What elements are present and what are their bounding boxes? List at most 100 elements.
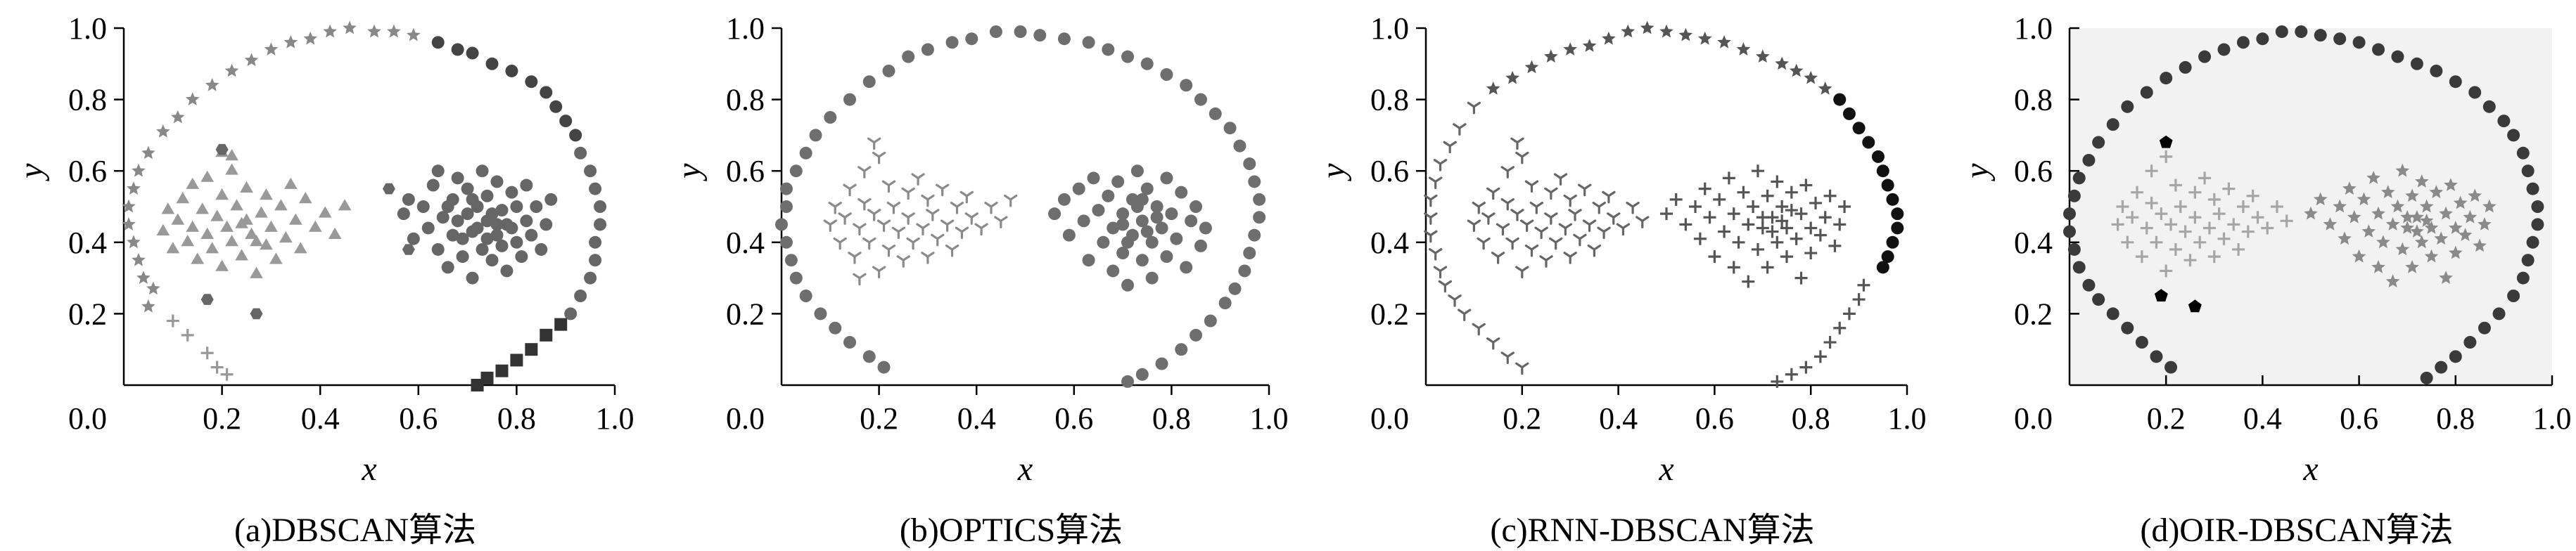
data-point bbox=[2207, 193, 2221, 206]
data-point bbox=[779, 200, 793, 213]
data-point bbox=[1703, 211, 1716, 224]
data-point bbox=[2155, 207, 2168, 221]
data-point bbox=[1160, 68, 1173, 82]
data-point bbox=[1771, 235, 1784, 249]
data-point bbox=[1140, 225, 1154, 238]
data-point bbox=[950, 202, 964, 214]
origin-tick-label: 0.0 bbox=[726, 401, 765, 436]
data-point bbox=[431, 242, 445, 256]
data-point bbox=[200, 227, 214, 239]
data-point bbox=[1102, 43, 1115, 56]
scatter-series bbox=[156, 145, 352, 278]
data-point bbox=[2131, 186, 2144, 199]
y-tick-label: 0.8 bbox=[1370, 83, 1409, 117]
data-point bbox=[2385, 274, 2400, 288]
data-point bbox=[476, 242, 489, 256]
data-point bbox=[1228, 282, 1242, 295]
data-point bbox=[446, 228, 459, 242]
data-point bbox=[476, 164, 489, 178]
data-point bbox=[2482, 199, 2497, 213]
data-point bbox=[1640, 20, 1654, 34]
data-point bbox=[945, 36, 959, 49]
data-point bbox=[1742, 275, 1755, 288]
data-point bbox=[921, 194, 935, 207]
data-point bbox=[505, 186, 518, 199]
data-point bbox=[1140, 182, 1154, 195]
data-point bbox=[2092, 136, 2105, 149]
scatter-series bbox=[200, 143, 415, 320]
y-tick-label: 1.0 bbox=[68, 11, 107, 46]
data-point bbox=[505, 221, 518, 235]
data-point bbox=[1771, 375, 1784, 388]
data-point bbox=[2516, 146, 2530, 160]
plot-background bbox=[1426, 28, 1907, 385]
chart-panel: 0.2 0.4 0.6 0.8 1.0 0.2 0.4 0.6 0.8 1.0 0.0 x y (a)DB… bbox=[13, 11, 634, 549]
data-point bbox=[397, 207, 410, 221]
data-point bbox=[843, 336, 857, 349]
data-point bbox=[2347, 209, 2361, 223]
data-point bbox=[921, 252, 935, 264]
data-point bbox=[974, 223, 988, 236]
data-point bbox=[205, 242, 219, 254]
data-point bbox=[2449, 350, 2462, 363]
data-point bbox=[1121, 278, 1135, 292]
data-point bbox=[1809, 196, 1823, 209]
data-point bbox=[2164, 218, 2178, 231]
data-point bbox=[2202, 221, 2216, 235]
data-point bbox=[191, 252, 205, 264]
data-point bbox=[2150, 350, 2163, 363]
data-point bbox=[2516, 271, 2530, 285]
data-point bbox=[1199, 221, 1212, 235]
data-point bbox=[955, 226, 969, 240]
data-point bbox=[181, 235, 195, 247]
x-tick-label: 0.2 bbox=[2147, 401, 2186, 436]
data-point bbox=[799, 146, 812, 160]
data-point bbox=[775, 218, 788, 231]
panel-caption: (a)DBSCAN算法 bbox=[234, 512, 476, 549]
data-point bbox=[1500, 351, 1515, 364]
y-axis-label: y bbox=[670, 163, 708, 182]
data-point bbox=[1524, 244, 1539, 257]
data-point bbox=[2429, 185, 2444, 199]
data-point bbox=[833, 237, 847, 250]
data-point bbox=[824, 111, 837, 124]
data-point bbox=[862, 75, 876, 89]
data-point bbox=[2082, 278, 2096, 292]
data-point bbox=[510, 235, 523, 249]
data-point bbox=[2121, 235, 2134, 249]
data-point bbox=[490, 175, 504, 188]
data-point bbox=[1092, 204, 1105, 217]
data-point bbox=[1568, 209, 1582, 221]
data-point bbox=[2395, 242, 2410, 256]
chart-panel: 0.2 0.4 0.6 0.8 1.0 0.2 0.4 0.6 0.8 1.0 0.0 x y (b)OP… bbox=[670, 11, 1289, 549]
data-point bbox=[1780, 221, 1793, 235]
data-point bbox=[205, 77, 219, 91]
y-tick-label: 0.4 bbox=[2014, 226, 2053, 260]
data-point bbox=[843, 183, 857, 197]
data-point bbox=[2458, 228, 2473, 241]
data-point bbox=[141, 145, 155, 160]
data-point bbox=[862, 237, 876, 250]
data-point bbox=[2232, 242, 2245, 256]
data-point bbox=[230, 199, 243, 211]
data-point bbox=[461, 207, 474, 221]
data-point bbox=[1747, 200, 1760, 213]
data-point bbox=[2414, 235, 2429, 249]
data-point bbox=[1548, 237, 1563, 250]
data-point bbox=[1185, 214, 1198, 228]
data-point bbox=[495, 204, 509, 217]
data-point bbox=[2111, 218, 2124, 231]
data-point bbox=[1660, 207, 1673, 221]
data-point bbox=[525, 228, 538, 242]
data-point bbox=[1165, 207, 1178, 221]
data-point bbox=[1756, 49, 1770, 63]
data-point bbox=[2261, 221, 2274, 235]
data-point bbox=[945, 244, 959, 257]
data-point bbox=[1804, 247, 1818, 260]
data-point bbox=[1135, 368, 1149, 381]
data-point bbox=[1135, 193, 1149, 206]
data-point bbox=[589, 235, 602, 249]
data-point bbox=[288, 213, 302, 225]
data-point bbox=[485, 254, 499, 267]
data-point bbox=[1496, 223, 1510, 236]
